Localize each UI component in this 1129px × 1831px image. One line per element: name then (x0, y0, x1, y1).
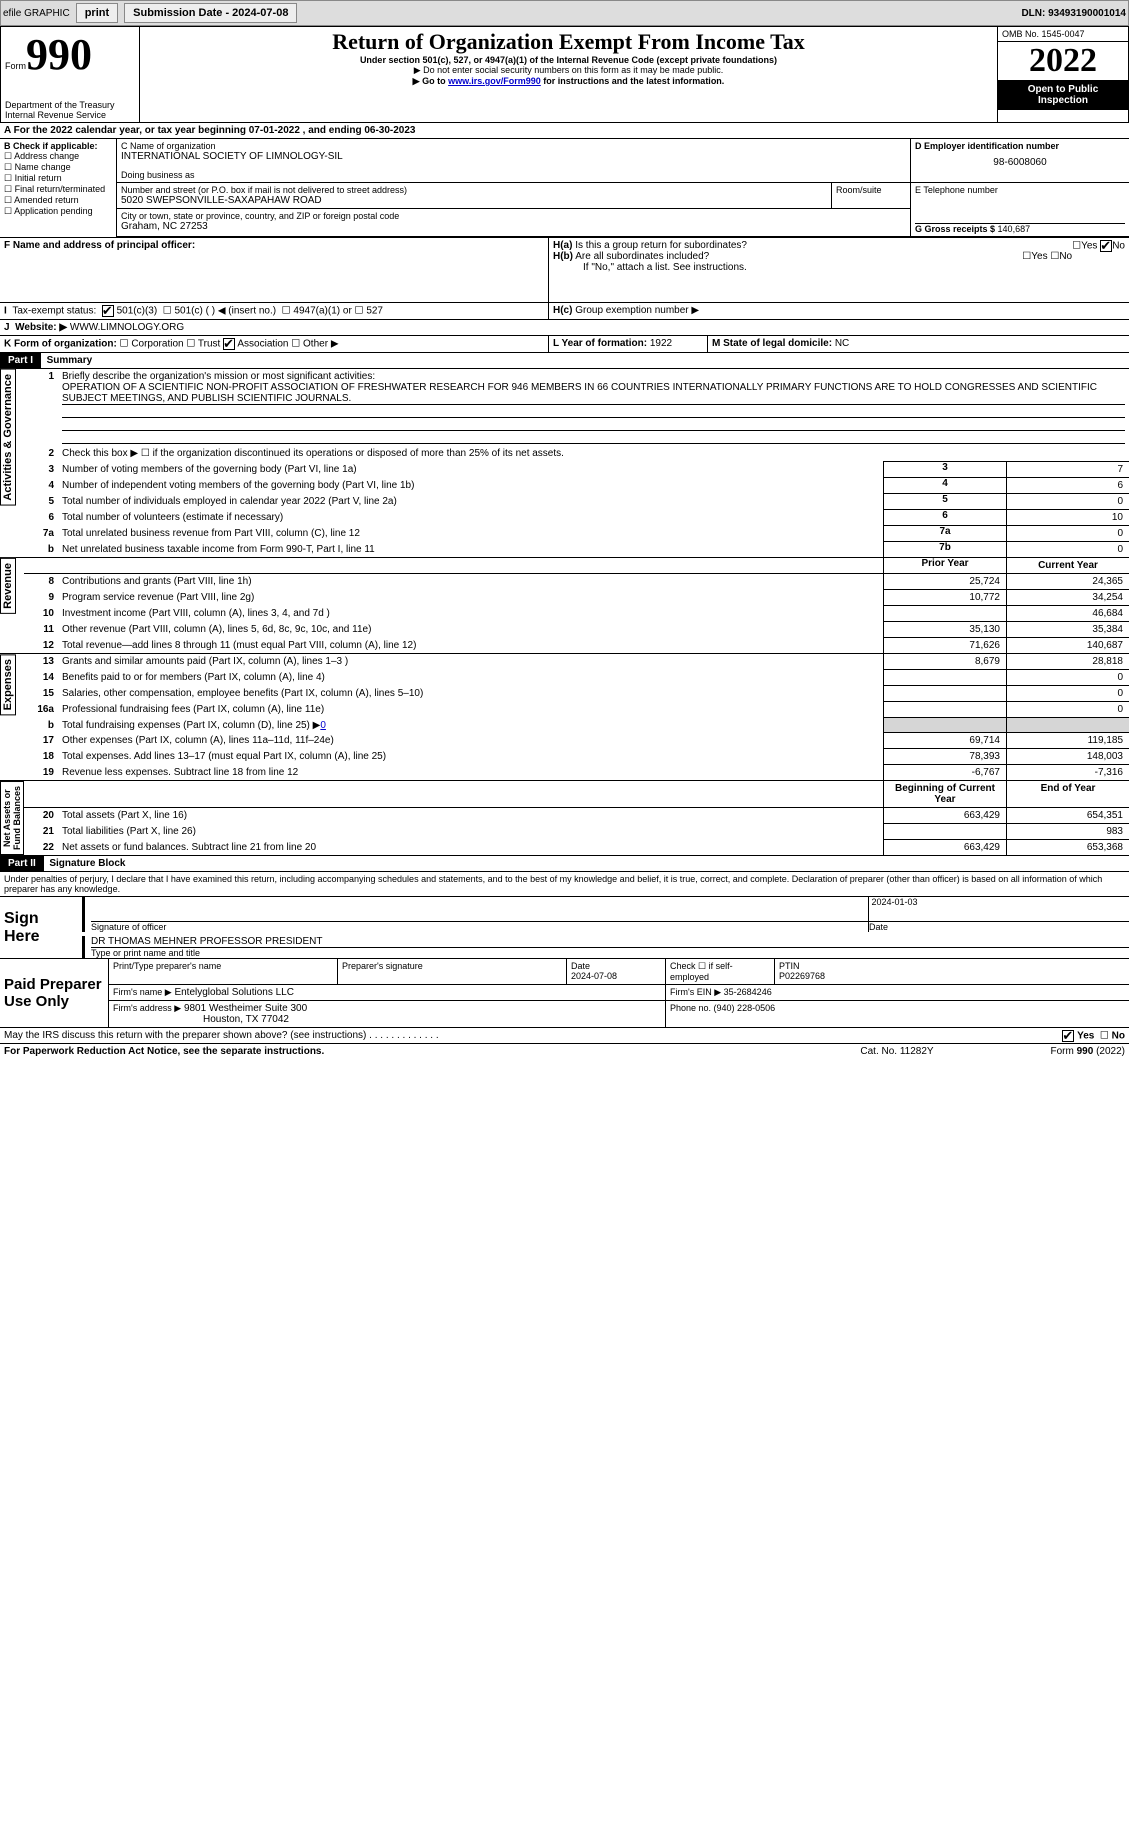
dln: DLN: 93493190001014 (1021, 8, 1126, 19)
perjury-declaration: Under penalties of perjury, I declare th… (0, 872, 1129, 897)
form-title: Return of Organization Exempt From Incom… (144, 29, 993, 55)
part1-body: Activities & Governance 1 Briefly descri… (0, 369, 1129, 856)
f-label: F Name and address of principal officer: (4, 240, 195, 251)
part1-bar: Part I Summary (0, 353, 1129, 369)
netassets-label: Net Assets or Fund Balances (0, 781, 24, 855)
firm-phone: (940) 228-0506 (714, 1003, 776, 1013)
dept-treasury: Department of the Treasury (5, 100, 135, 110)
officer-block: F Name and address of principal officer:… (0, 237, 1129, 336)
part2-bar: Part II Signature Block (0, 856, 1129, 872)
website: WWW.LIMNOLOGY.ORG (70, 322, 184, 333)
firm-addr2: Houston, TX 77042 (203, 1014, 289, 1025)
d-label: D Employer identification number (915, 141, 1059, 151)
k-l-m-row: K Form of organization: ☐ Corporation ☐ … (0, 336, 1129, 353)
org-name: INTERNATIONAL SOCIETY OF LIMNOLOGY-SIL (121, 151, 906, 162)
form-header: Form990 Department of the Treasury Inter… (0, 26, 1129, 123)
revenue-label: Revenue (0, 558, 16, 614)
ein: 98-6008060 (915, 157, 1125, 168)
room-suite: Room/suite (832, 183, 911, 208)
firm-name: Entelyglobal Solutions LLC (174, 987, 294, 998)
form-number: 990 (26, 30, 92, 79)
irs-link[interactable]: www.irs.gov/Form990 (448, 76, 541, 86)
gross-receipts: 140,687 (998, 224, 1031, 234)
cat-no: Cat. No. 11282Y (813, 1044, 981, 1059)
footer: For Paperwork Reduction Act Notice, see … (0, 1044, 1129, 1059)
form-word: Form (5, 61, 26, 71)
discuss-row: May the IRS discuss this return with the… (0, 1028, 1129, 1044)
open-inspection: Open to Public Inspection (998, 80, 1128, 110)
sign-here-block: Sign Here 2024-01-03 Signature of office… (0, 897, 1129, 959)
print-button[interactable]: print (76, 3, 118, 23)
501c3-checkbox[interactable] (102, 305, 114, 317)
state-domicile: NC (835, 338, 849, 349)
omb-number: OMB No. 1545-0047 (998, 27, 1128, 42)
dba-label: Doing business as (121, 170, 906, 180)
submission-date: Submission Date - 2024-07-08 (124, 3, 297, 23)
form-footer: Form 990 (2022) (981, 1044, 1129, 1059)
g-label: G Gross receipts $ (915, 224, 998, 234)
officer-name: DR THOMAS MEHNER PROFESSOR PRESIDENT (91, 936, 1129, 948)
irs-label: Internal Revenue Service (5, 110, 135, 120)
mission-text: OPERATION OF A SCIENTIFIC NON-PROFIT ASS… (62, 382, 1125, 405)
firm-addr1: 9801 Westheimer Suite 300 (184, 1003, 307, 1014)
prep-date: 2024-07-08 (571, 971, 617, 981)
association-checkbox[interactable] (223, 338, 235, 350)
toolbar: efile GRAPHIC print Submission Date - 20… (0, 0, 1129, 26)
sign-date: 2024-01-03 (872, 897, 918, 907)
period-a: A For the 2022 calendar year, or tax yea… (0, 123, 1129, 139)
c-name-label: C Name of organization (121, 141, 906, 151)
expenses-label: Expenses (0, 654, 16, 715)
city-state-zip: Graham, NC 27253 (121, 221, 906, 232)
subtitle-1: Under section 501(c), 527, or 4947(a)(1)… (360, 55, 777, 65)
tax-year: 2022 (998, 42, 1128, 80)
efile-label: efile GRAPHIC (3, 8, 70, 19)
subtitle-2: ▶ Do not enter social security numbers o… (144, 65, 993, 76)
discuss-yes-checkbox[interactable] (1062, 1030, 1074, 1042)
paid-preparer-label: Paid Preparer Use Only (0, 959, 109, 1028)
firm-ein: 35-2684246 (724, 987, 772, 997)
fundraising-link[interactable]: 0 (320, 720, 326, 731)
ptin: P02269768 (779, 971, 825, 981)
sign-here-label: Sign Here (0, 897, 78, 959)
e-label: E Telephone number (915, 185, 1125, 195)
b-label: B Check if applicable: (4, 141, 98, 151)
entity-block: B Check if applicable: ☐ Address change … (0, 139, 1129, 237)
paid-preparer-block: Paid Preparer Use Only Print/Type prepar… (0, 959, 1129, 1028)
activities-governance-label: Activities & Governance (0, 369, 16, 506)
street: 5020 SWEPSONVILLE-SAXAPAHAW ROAD (121, 195, 827, 206)
year-formation: 1922 (650, 338, 672, 349)
